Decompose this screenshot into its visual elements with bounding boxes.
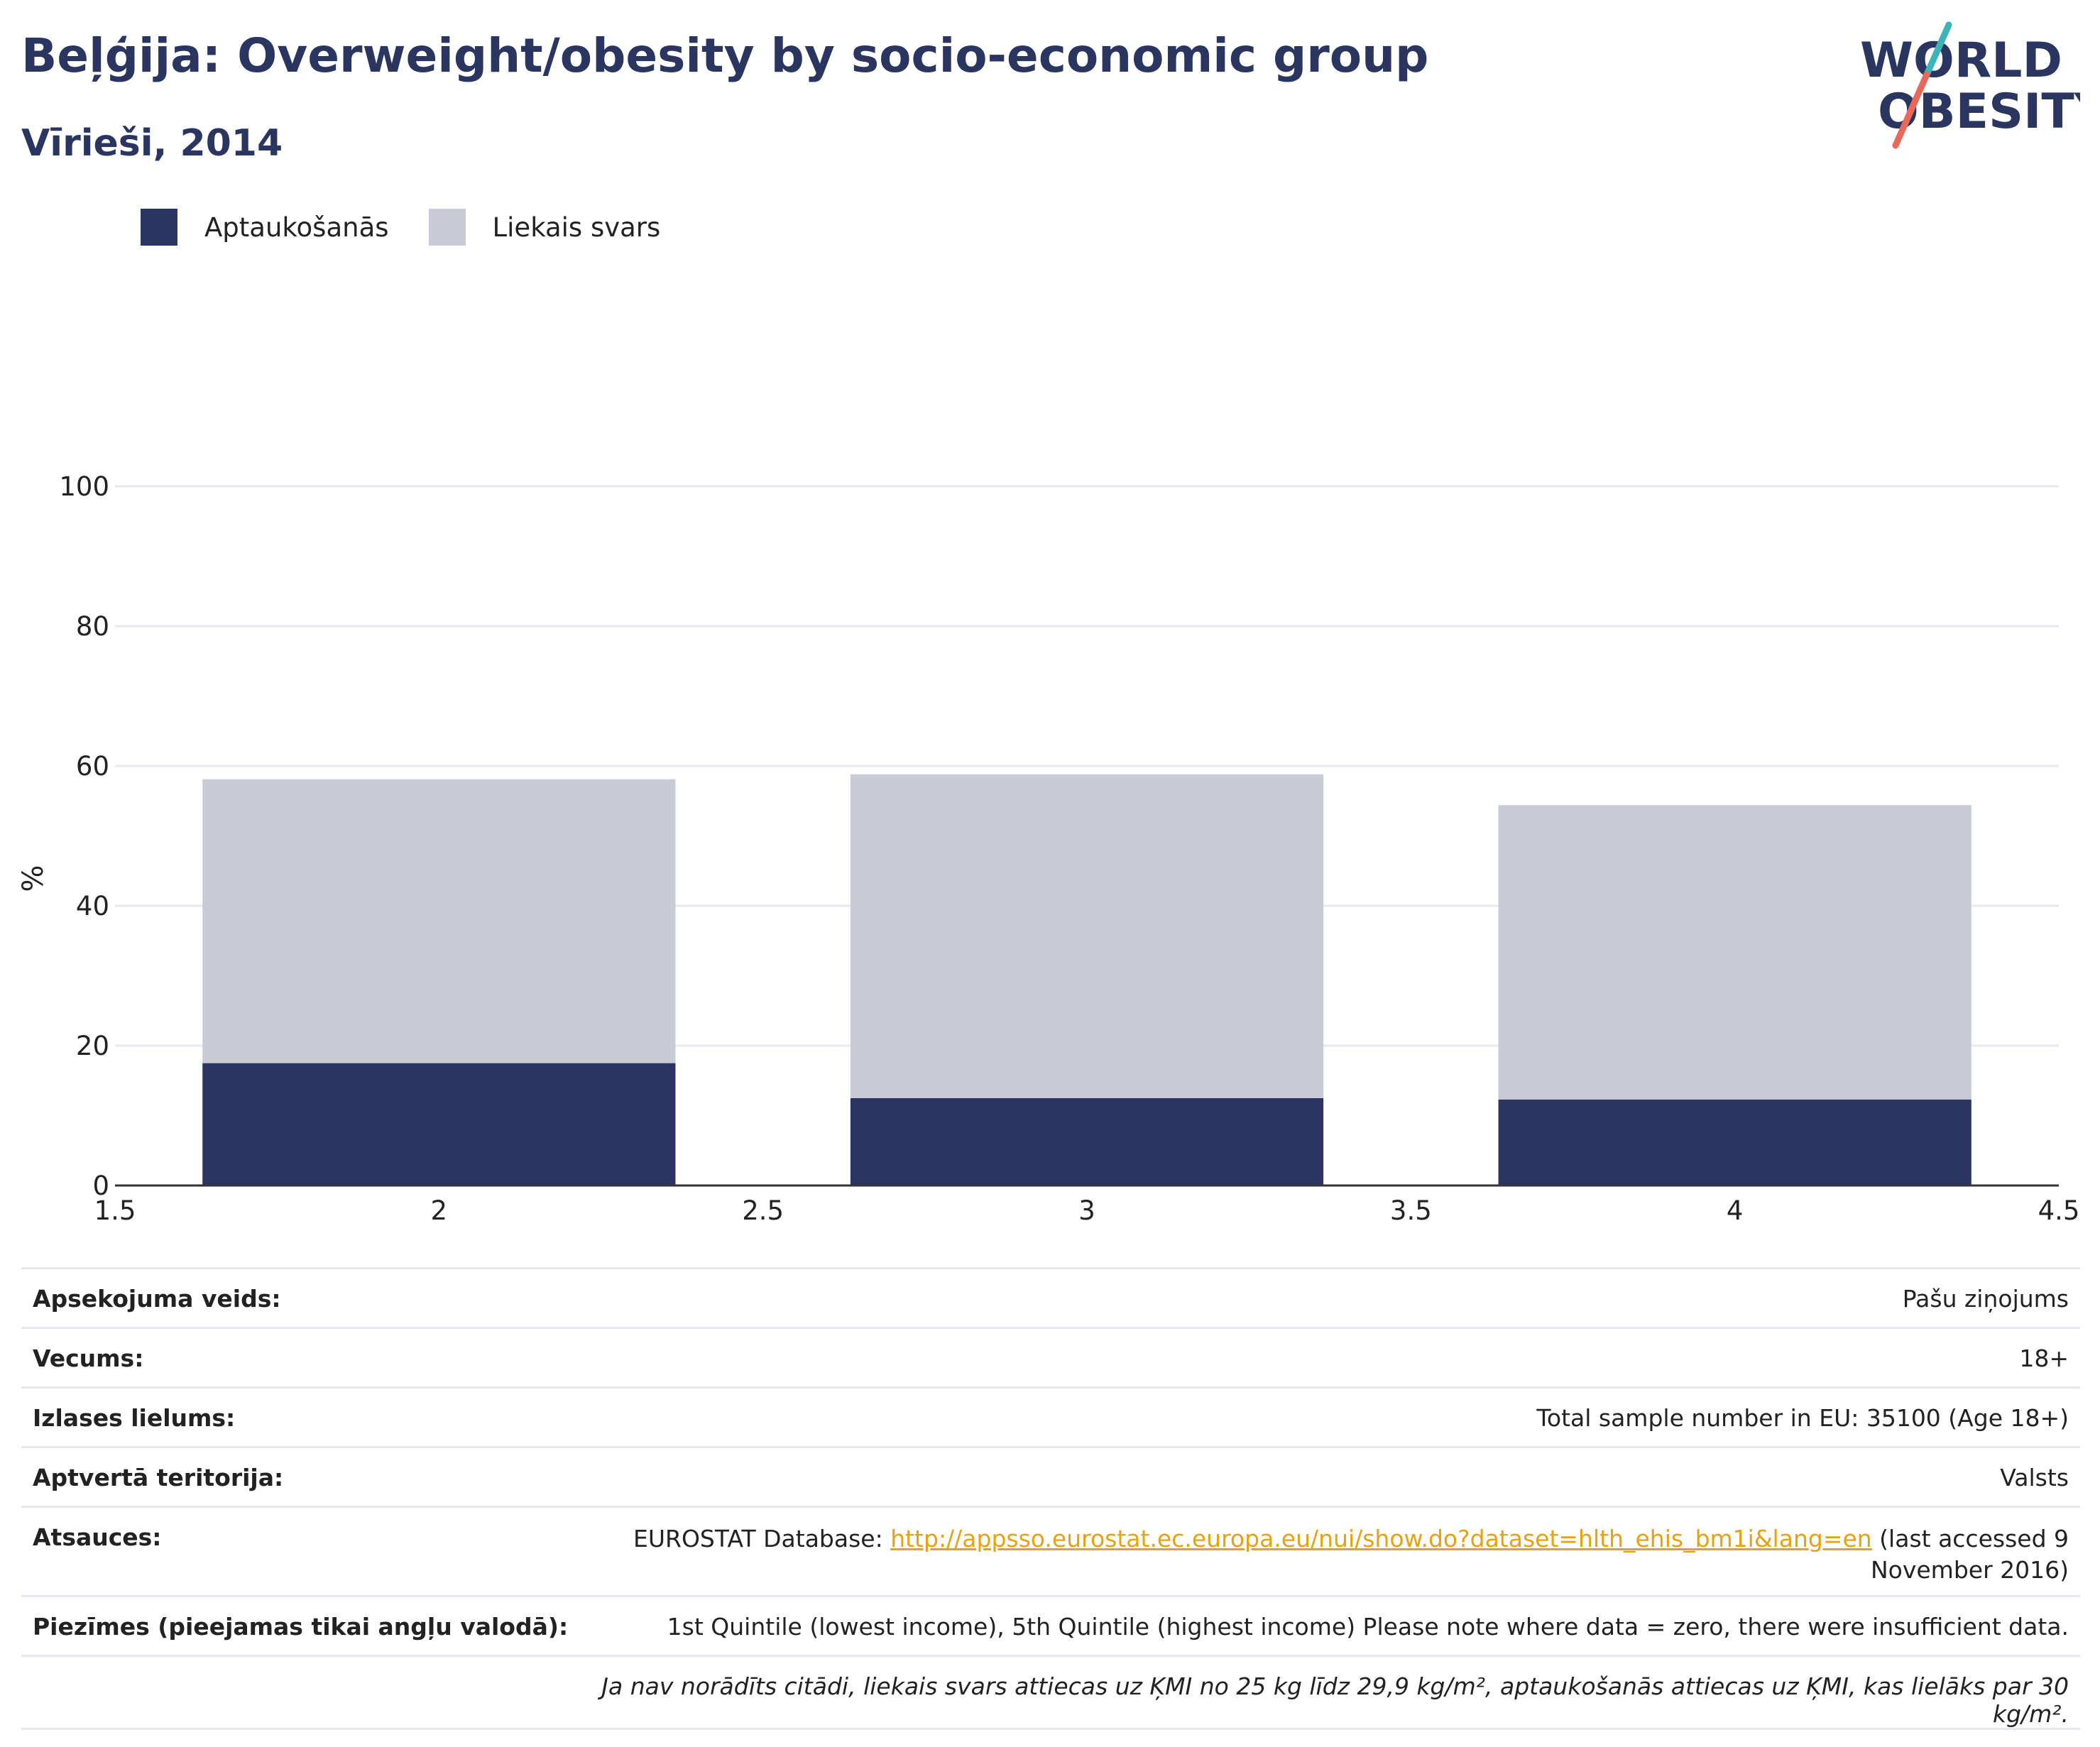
meta-key-empty — [21, 1655, 580, 1730]
x-tick-labels: 1.5 2 2.5 3 3.5 4 4.5 — [94, 1195, 2080, 1226]
meta-value: Pašu ziņojums — [579, 1267, 2080, 1328]
chart-subtitle: Vīrieši, 2014 — [21, 122, 283, 165]
x-tick-label: 3 — [1078, 1195, 1095, 1226]
meta-row-footnote: Ja nav norādīts citādi, liekais svars at… — [21, 1655, 2080, 1730]
meta-row-sample-size: Izlases lielums: Total sample number in … — [21, 1386, 2080, 1447]
stacked-bar-chart: 0 20 40 60 80 100 1.5 2 2.5 3 3.5 4 4.5 % — [17, 471, 2080, 1226]
y-tick-label: 80 — [76, 611, 109, 642]
legend-item-obesity[interactable]: Aptaukošanās — [141, 209, 389, 246]
source-prefix: EUROSTAT Database: — [633, 1525, 891, 1552]
bar-overweight-2[interactable] — [202, 779, 676, 1063]
logo-line-1: WORLD — [1860, 33, 2062, 89]
legend-swatch-overweight — [428, 209, 466, 246]
meta-key: Aptvertā teritorija: — [21, 1446, 580, 1507]
legend-label-overweight: Liekais svars — [492, 212, 661, 243]
meta-value: EUROSTAT Database: http://appsso.eurosta… — [579, 1506, 2080, 1597]
chart-legend: Aptaukošanās Liekais svars — [141, 209, 700, 246]
meta-key: Izlases lielums: — [21, 1386, 580, 1447]
x-tick-label: 3.5 — [1390, 1195, 1432, 1226]
meta-key: Atsauces: — [21, 1506, 580, 1597]
logo-slash-teal — [1923, 21, 1952, 78]
bar-obesity-3[interactable] — [850, 1097, 1324, 1185]
meta-key: Piezīmes (pieejamas tikai angļu valodā): — [21, 1595, 580, 1656]
legend-swatch-obesity — [141, 209, 177, 246]
meta-row-sources: Atsauces: EUROSTAT Database: http://apps… — [21, 1506, 2080, 1597]
x-tick-label: 2.5 — [742, 1195, 784, 1226]
world-obesity-logo: WORLD OBESITY — [1860, 21, 2080, 149]
y-tick-labels: 0 20 40 60 80 100 — [59, 471, 109, 1201]
source-suffix: (last accessed 9 November 2016) — [1870, 1525, 2069, 1584]
x-tick-label: 1.5 — [94, 1195, 136, 1226]
source-link[interactable]: http://appsso.eurostat.ec.europa.eu/nui/… — [890, 1525, 1872, 1552]
y-tick-label: 20 — [76, 1031, 109, 1061]
meta-value: 18+ — [579, 1327, 2080, 1388]
x-tick-label: 2 — [431, 1195, 448, 1226]
legend-label-obesity: Aptaukošanās — [204, 212, 389, 243]
meta-row-age: Vecums: 18+ — [21, 1327, 2080, 1388]
metadata-table: Apsekojuma veids: Pašu ziņojums Vecums: … — [21, 1267, 2080, 1730]
x-tick-label: 4 — [1727, 1195, 1744, 1226]
y-tick-label: 100 — [59, 471, 109, 502]
bar-obesity-2[interactable] — [202, 1063, 676, 1185]
bar-overweight-3[interactable] — [850, 774, 1324, 1098]
y-tick-label: 0 — [92, 1171, 109, 1201]
bar-overweight-4[interactable] — [1498, 805, 1972, 1100]
meta-row-territory: Aptvertā teritorija: Valsts — [21, 1446, 2080, 1507]
footnote: Ja nav norādīts citādi, liekais svars at… — [579, 1655, 2080, 1730]
legend-item-overweight[interactable]: Liekais svars — [428, 209, 661, 246]
y-axis-label: % — [17, 865, 50, 892]
chart-title: Beļģija: Overweight/obesity by socio-eco… — [21, 28, 1429, 83]
logo-slash-red — [1892, 71, 1930, 149]
meta-key: Apsekojuma veids: — [21, 1267, 580, 1328]
meta-value: 1st Quintile (lowest income), 5th Quinti… — [579, 1595, 2080, 1656]
meta-row-notes: Piezīmes (pieejamas tikai angļu valodā):… — [21, 1595, 2080, 1656]
x-tick-label: 4.5 — [2038, 1195, 2080, 1226]
bars — [202, 774, 1972, 1185]
y-tick-label: 40 — [76, 891, 109, 921]
bar-obesity-4[interactable] — [1498, 1099, 1972, 1185]
meta-key: Vecums: — [21, 1327, 580, 1388]
meta-value: Valsts — [579, 1446, 2080, 1507]
meta-value: Total sample number in EU: 35100 (Age 18… — [579, 1386, 2080, 1447]
meta-row-survey-type: Apsekojuma veids: Pašu ziņojums — [21, 1267, 2080, 1328]
y-tick-label: 60 — [76, 751, 109, 782]
